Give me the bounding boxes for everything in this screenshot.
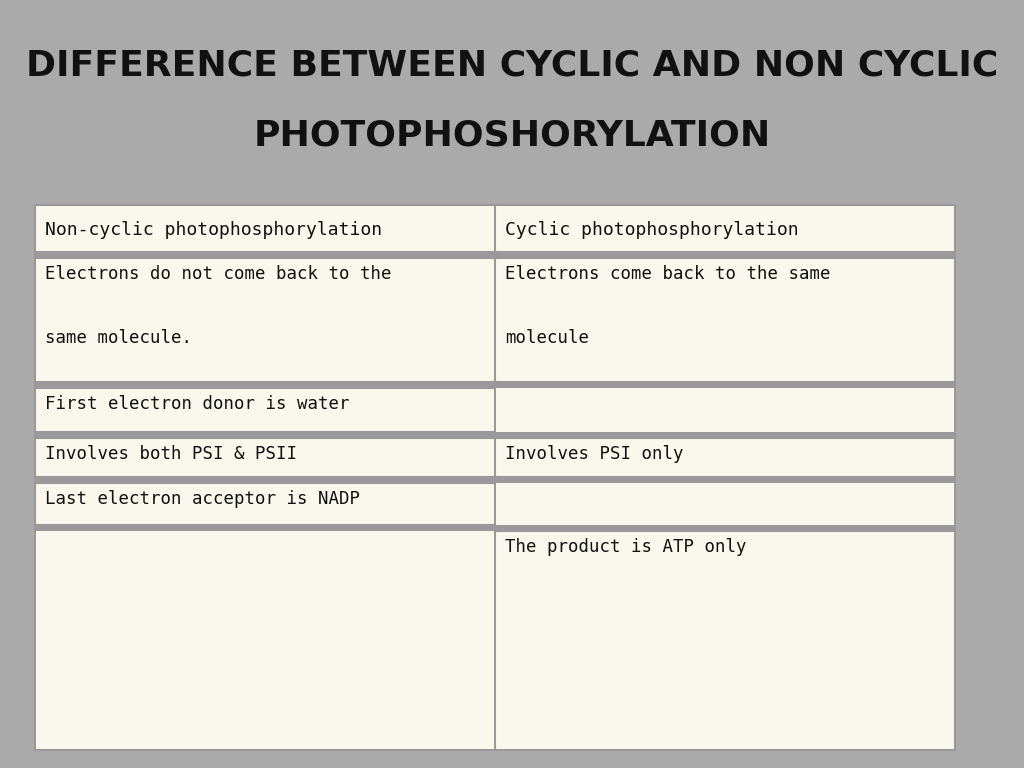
Text: PHOTOPHOSHORYLATION: PHOTOPHOSHORYLATION bbox=[253, 118, 771, 152]
Bar bbox=[35, 525, 955, 531]
Text: Non-cyclic photophosphorylation: Non-cyclic photophosphorylation bbox=[45, 221, 382, 239]
Bar bbox=[35, 528, 495, 750]
Text: Cyclic photophosphorylation: Cyclic photophosphorylation bbox=[505, 221, 799, 239]
Text: First electron donor is P700 (PSI): First electron donor is P700 (PSI) bbox=[505, 395, 862, 413]
Bar bbox=[35, 435, 495, 480]
Bar bbox=[35, 477, 955, 483]
Bar bbox=[495, 255, 955, 385]
Text: First electron donor is water: First electron donor is water bbox=[45, 395, 349, 413]
Bar bbox=[35, 255, 495, 385]
Bar bbox=[495, 528, 955, 750]
Text: Last electron acceptor is P700 (PSI): Last electron acceptor is P700 (PSI) bbox=[505, 490, 883, 508]
Text: First electron donor is P: First electron donor is P bbox=[505, 395, 768, 413]
Text: DIFFERENCE BETWEEN CYCLIC AND NON CYCLIC: DIFFERENCE BETWEEN CYCLIC AND NON CYCLIC bbox=[26, 48, 998, 82]
Bar bbox=[35, 385, 495, 435]
Bar bbox=[35, 252, 955, 258]
Bar bbox=[36, 531, 494, 747]
Bar bbox=[35, 480, 495, 528]
Bar bbox=[496, 483, 954, 525]
Text: Electrons do not come back to the

same molecule.: Electrons do not come back to the same m… bbox=[45, 265, 391, 347]
Text: Involves both PSI & PSII: Involves both PSI & PSII bbox=[45, 445, 297, 463]
Text: 700: 700 bbox=[692, 402, 713, 412]
Text: The net products are ATP, NADPH and

O2: The net products are ATP, NADPH and O2 bbox=[45, 538, 413, 620]
Bar bbox=[495, 205, 955, 255]
Text: The net products are ATP, NADPH and: The net products are ATP, NADPH and bbox=[45, 538, 413, 556]
Text: Last electron acceptor is P: Last electron acceptor is P bbox=[505, 490, 788, 508]
Text: O: O bbox=[45, 571, 55, 589]
Bar bbox=[35, 205, 495, 255]
Text: 2: 2 bbox=[52, 578, 59, 588]
Text: The product is ATP only: The product is ATP only bbox=[505, 538, 746, 556]
Text: Involves PSI only: Involves PSI only bbox=[505, 445, 683, 463]
Bar bbox=[35, 382, 955, 388]
Bar bbox=[495, 480, 955, 528]
Text: (PSI): (PSI) bbox=[708, 395, 770, 413]
Text: Last electron acceptor is NADP: Last electron acceptor is NADP bbox=[45, 490, 360, 508]
Bar bbox=[496, 388, 954, 432]
Bar bbox=[495, 385, 955, 435]
Bar bbox=[35, 432, 955, 438]
Bar bbox=[495, 435, 955, 480]
Text: (PSI): (PSI) bbox=[722, 490, 785, 508]
Text: 700: 700 bbox=[708, 497, 728, 507]
Text: Electrons come back to the same

molecule: Electrons come back to the same molecule bbox=[505, 265, 830, 347]
